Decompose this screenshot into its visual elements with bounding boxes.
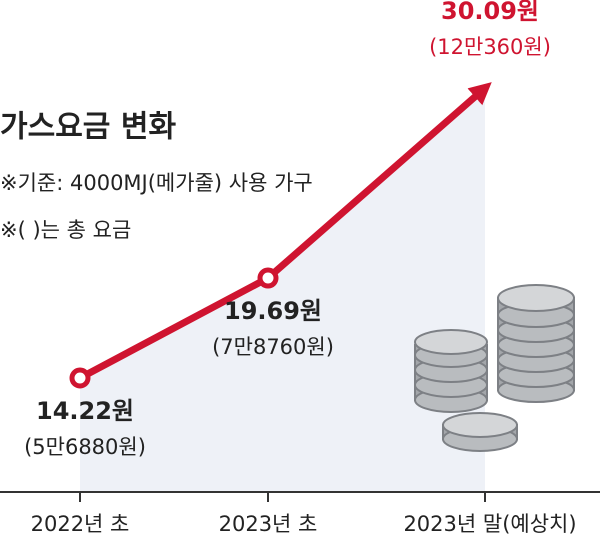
note: ※기준: 4000MJ(메가줄) 사용 가구: [0, 171, 313, 195]
point: [257, 267, 279, 289]
value-label: 30.09원: [441, 0, 539, 25]
chart-title: 가스요금 변화: [0, 110, 176, 145]
x-tick-label: 2023년 말(예상치): [403, 512, 576, 536]
value-label: 19.69원: [224, 297, 322, 325]
total-label: (12만360원): [429, 35, 551, 59]
point: [69, 367, 91, 389]
total-label: (7만8760원): [212, 335, 334, 359]
note: ※( )는 총 요금: [0, 218, 131, 242]
value-label: 14.22원: [36, 397, 134, 425]
x-tick-label: 2022년 초: [31, 512, 130, 536]
total-label: (5만6880원): [24, 435, 146, 459]
area: [80, 88, 485, 492]
coins: [414, 284, 575, 452]
x-tick-label: 2023년 초: [219, 512, 318, 536]
